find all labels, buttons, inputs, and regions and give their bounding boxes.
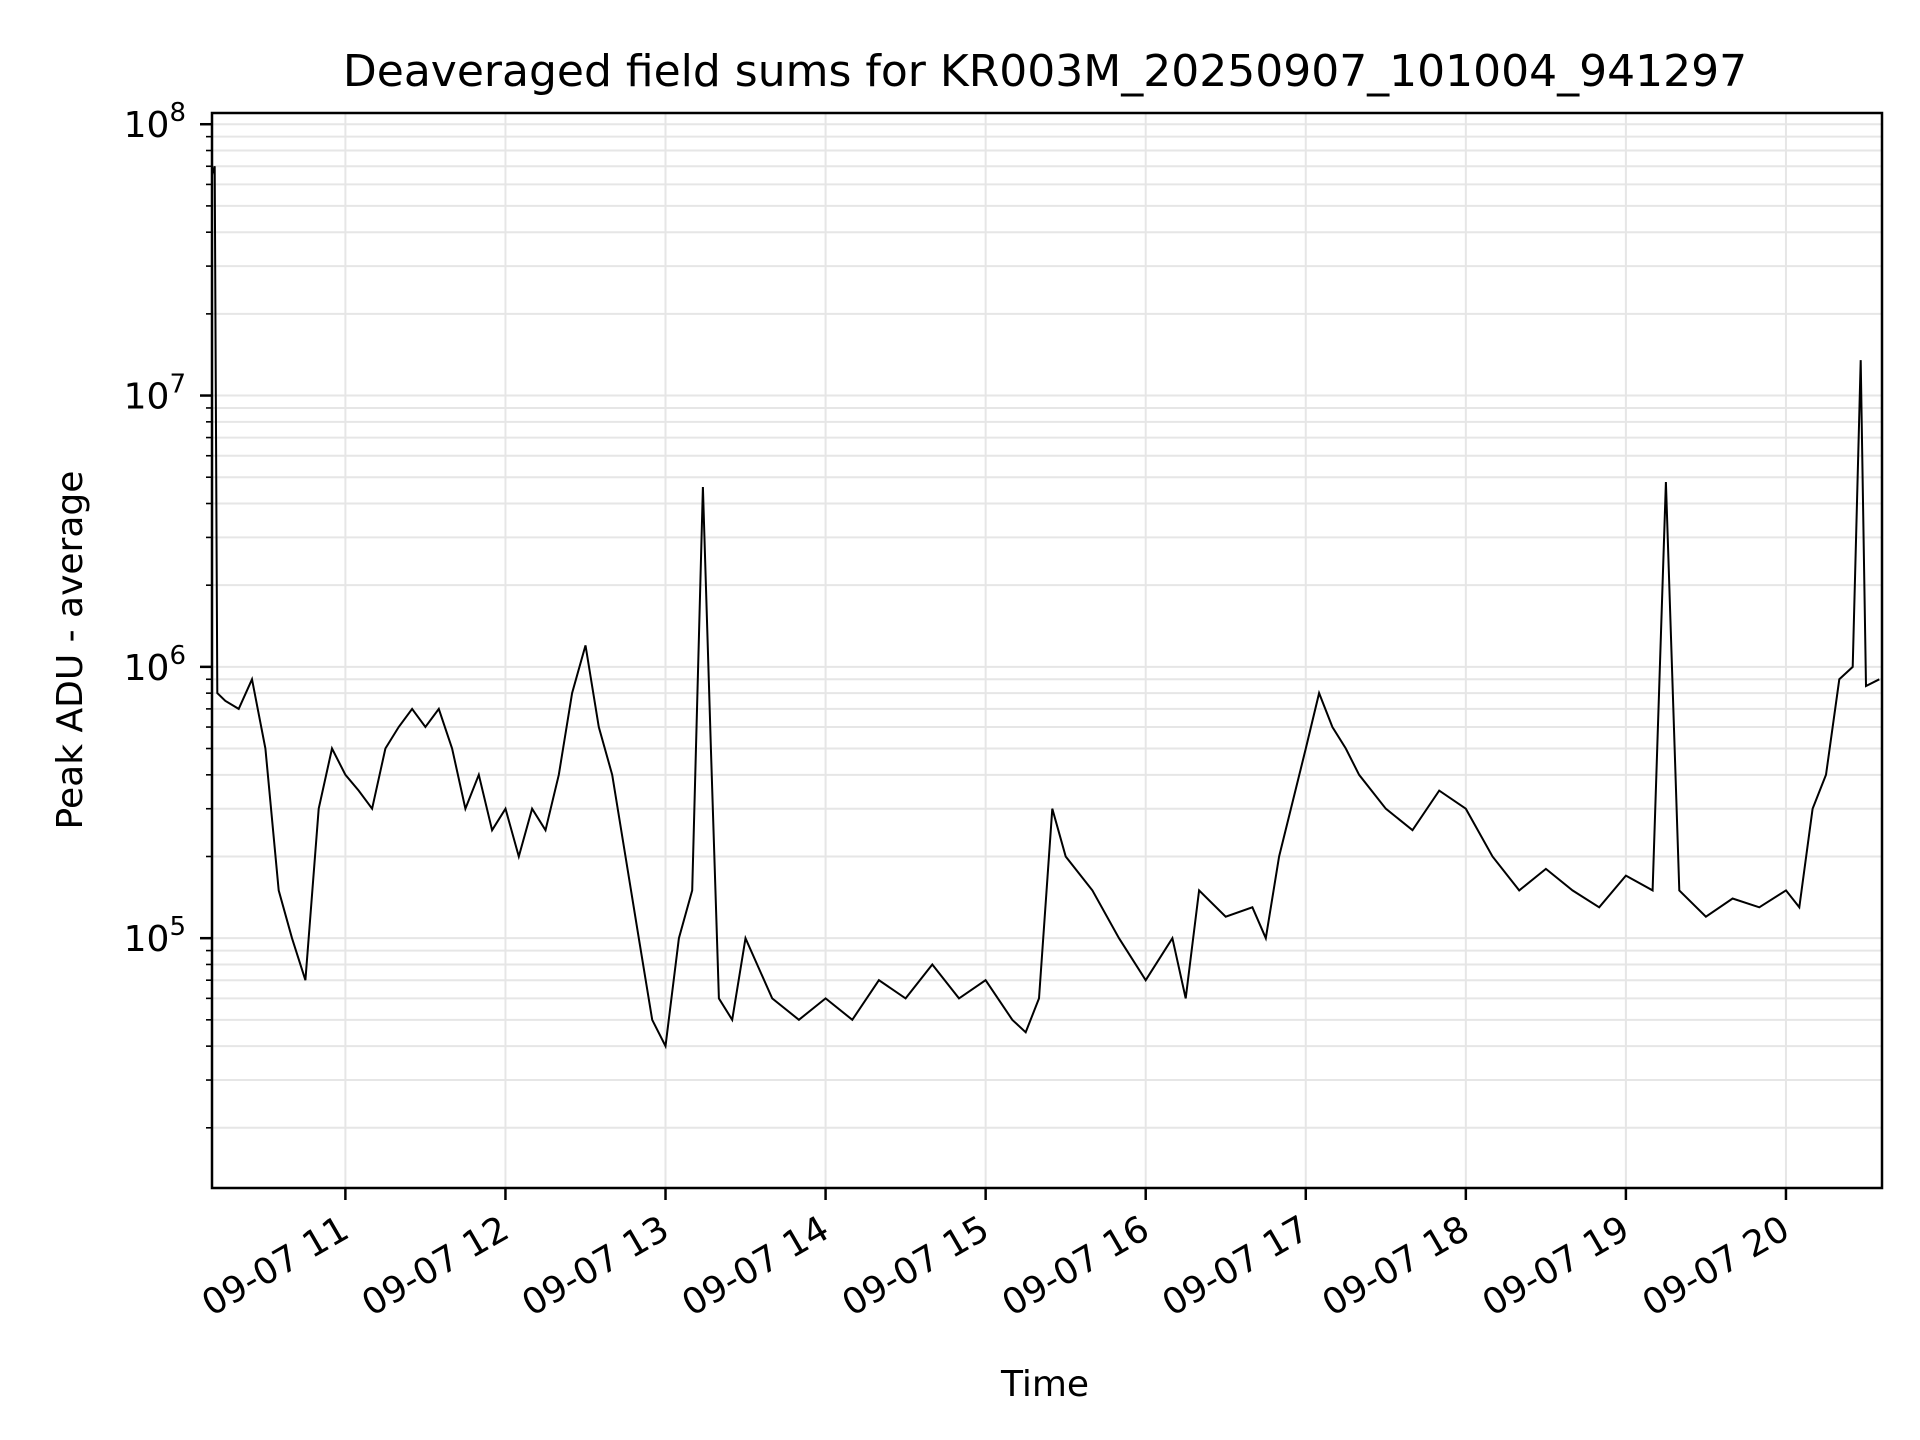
y-tick-label: 107 (124, 370, 186, 418)
y-tick-label: 106 (124, 641, 186, 689)
chart-title: Deaveraged field sums for KR003M_2025090… (343, 46, 1747, 97)
data-layer (211, 166, 1880, 1050)
y-tick-label: 105 (124, 912, 186, 960)
y-axis-label: Peak ADU - average (50, 471, 91, 830)
x-axis-label: Time (1000, 1364, 1089, 1405)
grid (212, 113, 1882, 1188)
y-tick-label: 108 (124, 98, 186, 146)
series-line (211, 166, 1880, 1050)
y-ticks: 105 106 107 108 (124, 98, 212, 1129)
plot-frame (210, 111, 1884, 1190)
